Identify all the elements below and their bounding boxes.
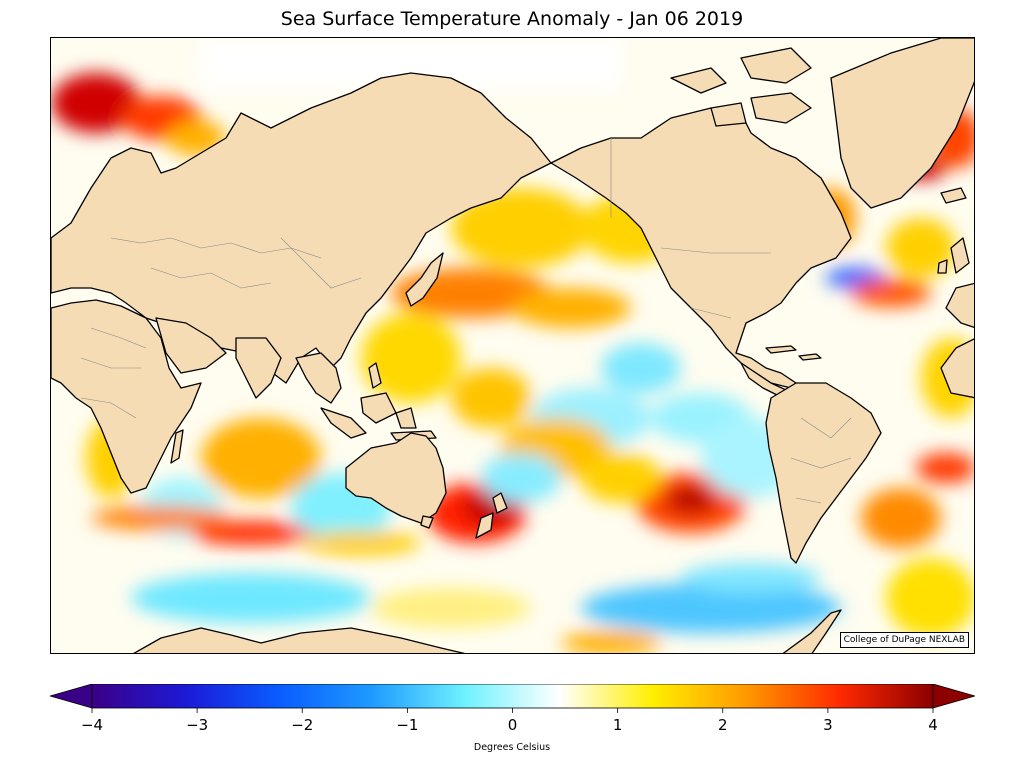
iceland bbox=[940, 187, 967, 204]
colorbar-bar bbox=[91, 684, 934, 709]
japan-islands bbox=[405, 252, 444, 307]
colorbar-max-extend bbox=[932, 684, 975, 709]
colorbar-tick-label: 3 bbox=[823, 716, 833, 734]
colorbar-min-extend bbox=[50, 684, 93, 709]
colorbar: −4 −3 −2 −1 0 1 2 3 4 bbox=[50, 684, 975, 734]
arabia-landmass bbox=[155, 317, 227, 374]
map-title: Sea Surface Temperature Anomaly - Jan 06… bbox=[280, 8, 744, 30]
colorbar-tick-label: 4 bbox=[928, 716, 938, 734]
country-borders bbox=[80, 138, 852, 504]
west-africa-landmass bbox=[940, 338, 974, 399]
colorbar-tick-label: −4 bbox=[81, 716, 103, 734]
australia-landmass bbox=[345, 432, 447, 524]
madagascar bbox=[170, 429, 184, 464]
map-canvas bbox=[51, 38, 974, 653]
philippines-islands bbox=[368, 362, 382, 389]
land-masses bbox=[51, 38, 974, 653]
south-america-landmass bbox=[765, 382, 882, 564]
colorbar-tick-label: −1 bbox=[396, 716, 418, 734]
western-europe-landmass bbox=[945, 282, 974, 329]
canadian-arctic-islands bbox=[670, 47, 812, 127]
colorbar-tick-label: −3 bbox=[186, 716, 208, 734]
caribbean-islands bbox=[765, 345, 822, 361]
colorbar-tick-label: 0 bbox=[508, 716, 518, 734]
colorbar-tick-label: 2 bbox=[718, 716, 728, 734]
africa-landmass bbox=[51, 299, 202, 494]
colorbar-tick-label: −2 bbox=[291, 716, 313, 734]
colorbar-ticks: −4 −3 −2 −1 0 1 2 3 4 bbox=[81, 708, 938, 734]
colorbar-label: Degrees Celsius bbox=[473, 742, 551, 753]
british-isles bbox=[937, 237, 970, 274]
indonesia-islands bbox=[320, 392, 437, 441]
antarctica-landmass bbox=[133, 627, 466, 653]
indochina-landmass bbox=[295, 352, 342, 404]
sst-anomaly-map: College of DuPage NEXLAB bbox=[50, 37, 975, 654]
greenland-landmass bbox=[830, 38, 974, 209]
colorbar-tick-label: 1 bbox=[613, 716, 623, 734]
anomaly-field bbox=[51, 38, 974, 653]
credit-label: College of DuPage NEXLAB bbox=[839, 632, 969, 648]
india-landmass bbox=[235, 337, 282, 399]
tasmania bbox=[420, 515, 434, 529]
new-zealand bbox=[475, 492, 508, 539]
antarctic-peninsula bbox=[782, 609, 842, 653]
